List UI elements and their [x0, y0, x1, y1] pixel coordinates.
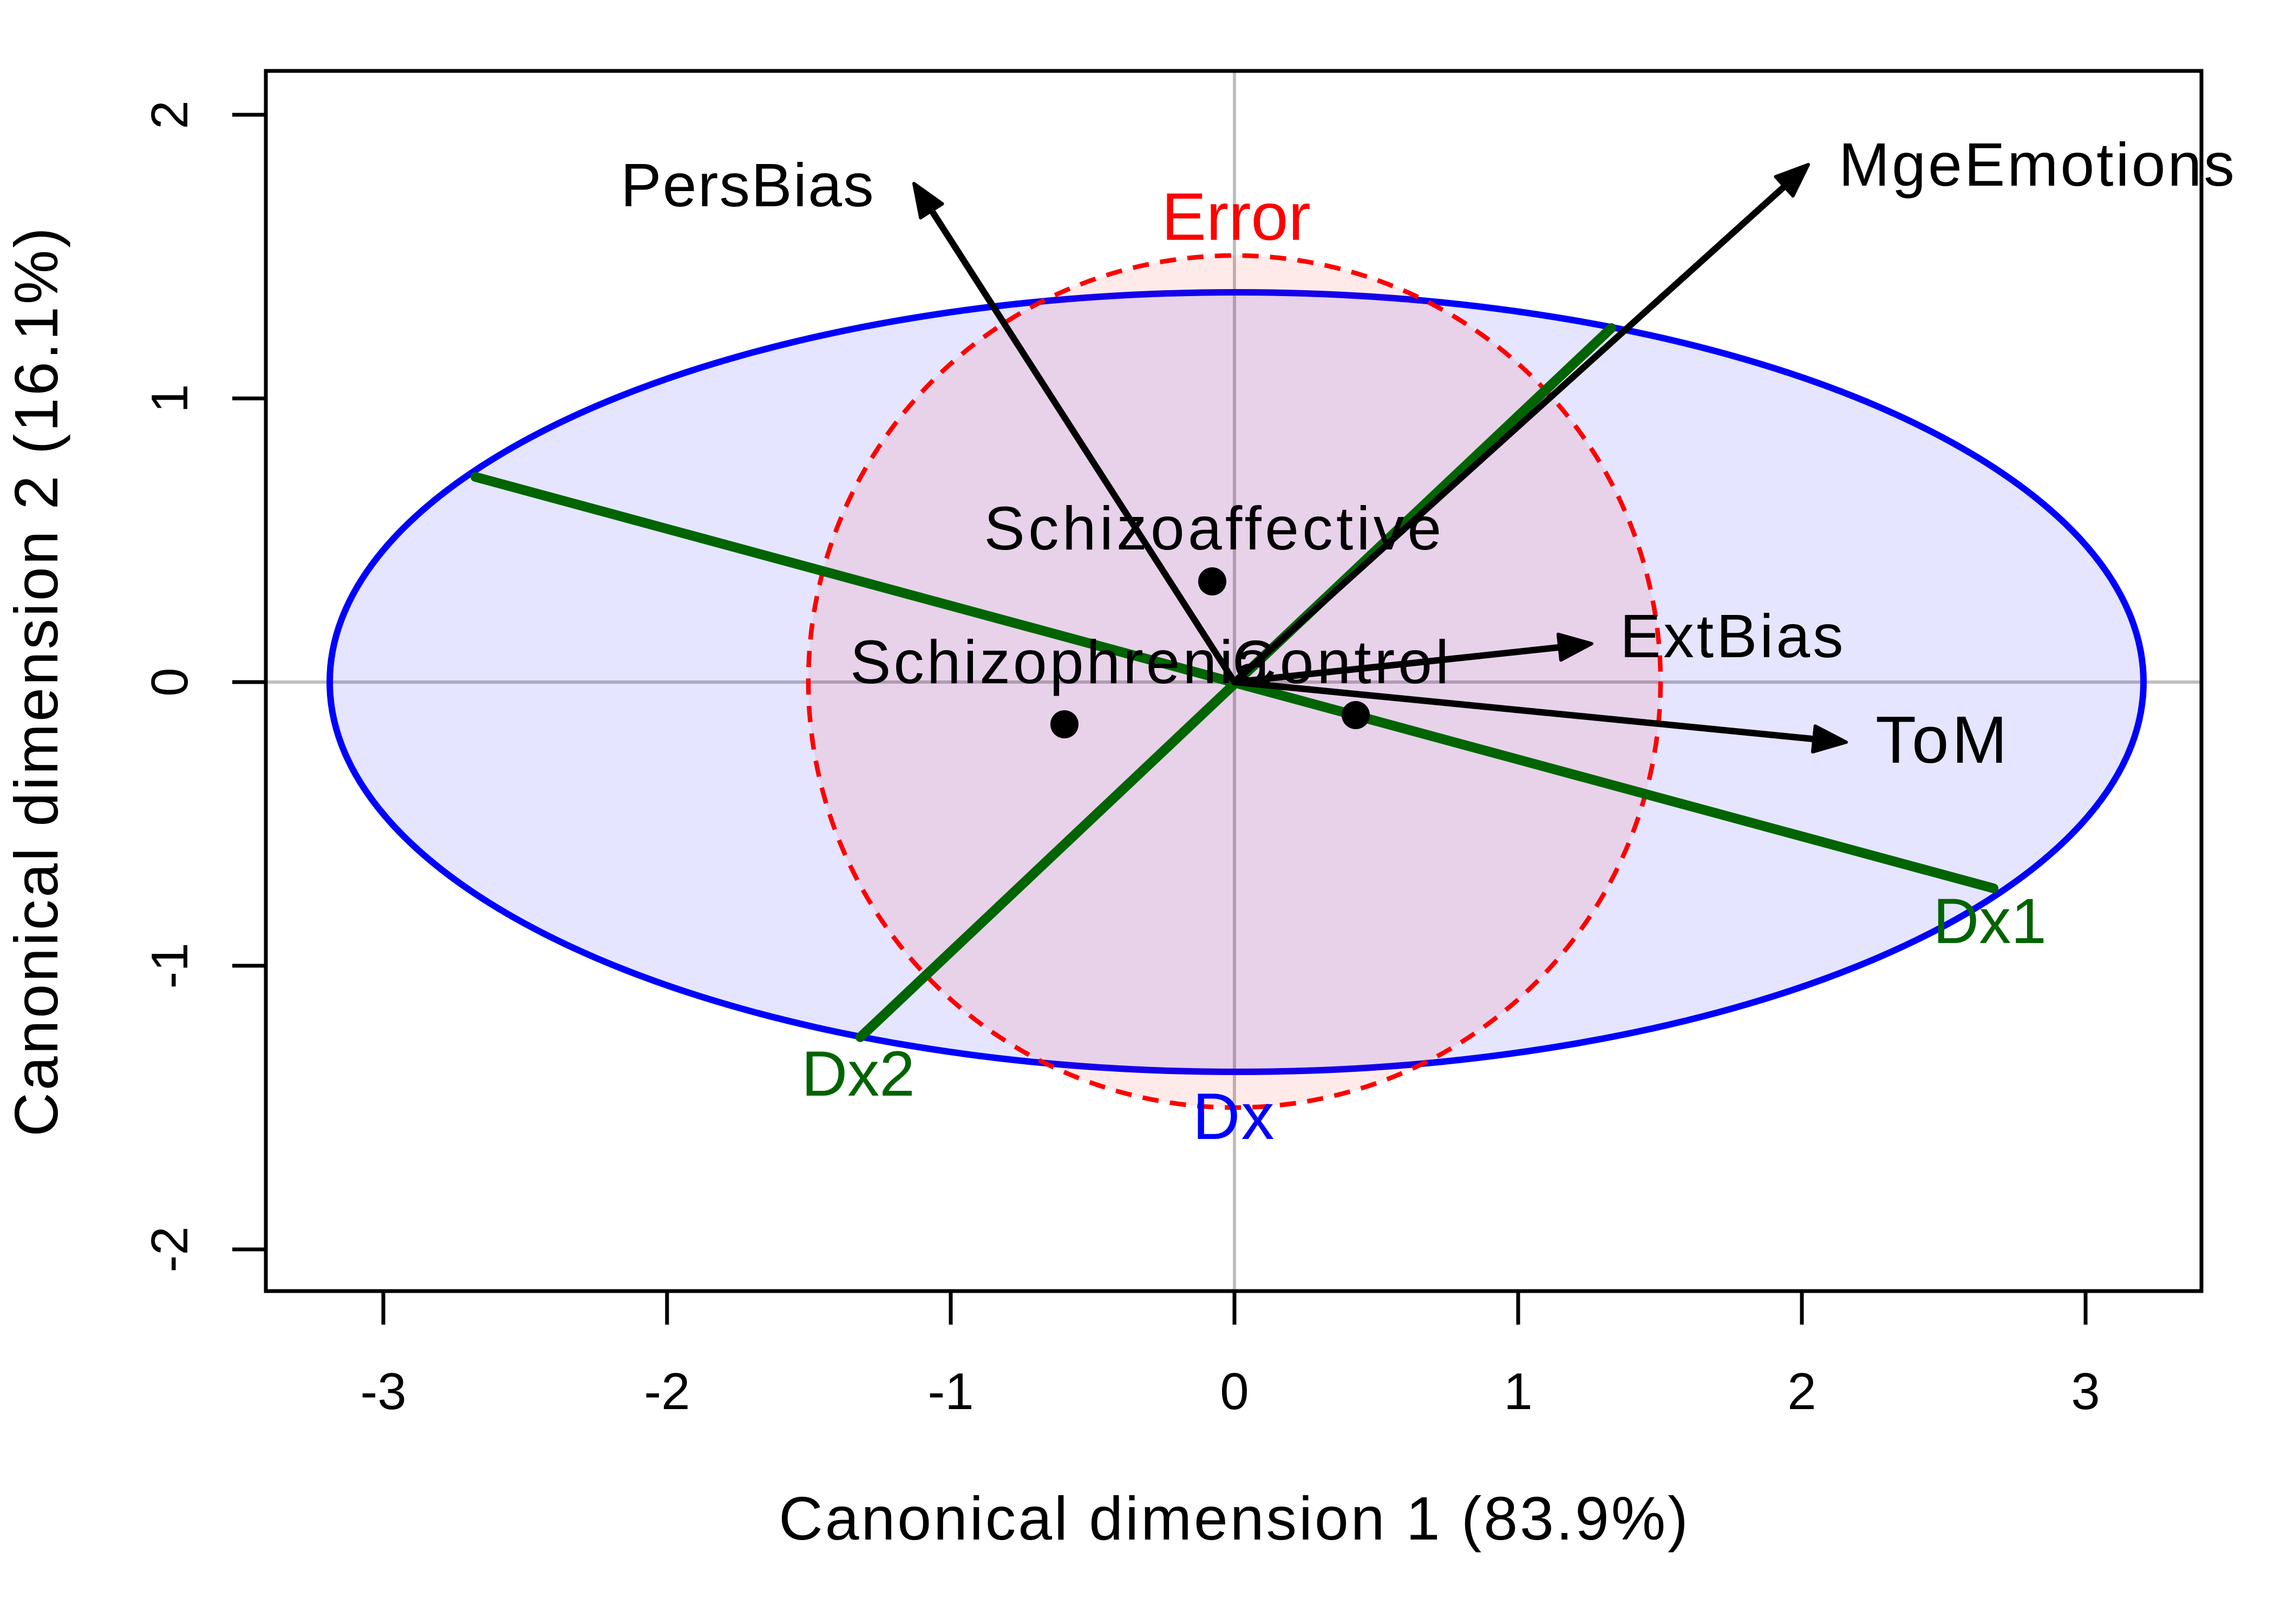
- svg-text:MgeEmotions: MgeEmotions: [1839, 130, 2237, 199]
- svg-text:-1: -1: [141, 942, 199, 988]
- svg-text:Dx: Dx: [1192, 1079, 1275, 1153]
- svg-text:1: 1: [1504, 1363, 1532, 1420]
- svg-text:3: 3: [2071, 1363, 2100, 1420]
- svg-text:2: 2: [1787, 1363, 1816, 1420]
- svg-text:0: 0: [141, 667, 199, 696]
- svg-text:Control: Control: [1232, 628, 1452, 696]
- svg-text:ToM: ToM: [1876, 703, 2010, 777]
- svg-text:-3: -3: [360, 1363, 406, 1420]
- svg-text:-2: -2: [644, 1363, 690, 1420]
- svg-text:Schizoaffective: Schizoaffective: [984, 494, 1445, 562]
- svg-text:0: 0: [1220, 1363, 1249, 1420]
- svg-text:ExtBias: ExtBias: [1620, 602, 1846, 670]
- svg-text:Dx2: Dx2: [801, 1038, 915, 1110]
- svg-text:PersBias: PersBias: [620, 151, 875, 219]
- svg-text:Dx1: Dx1: [1933, 886, 2047, 957]
- svg-text:-2: -2: [141, 1226, 199, 1272]
- svg-text:2: 2: [141, 100, 199, 129]
- svg-text:Canonical dimension 1 (83.9%): Canonical dimension 1 (83.9%): [779, 1484, 1690, 1553]
- svg-text:Schizophrenia: Schizophrenia: [850, 628, 1272, 696]
- svg-text:Error: Error: [1161, 180, 1311, 254]
- svg-text:Canonical dimension 2 (16.1%): Canonical dimension 2 (16.1%): [2, 225, 70, 1136]
- svg-text:1: 1: [141, 384, 199, 412]
- svg-text:-1: -1: [927, 1363, 973, 1420]
